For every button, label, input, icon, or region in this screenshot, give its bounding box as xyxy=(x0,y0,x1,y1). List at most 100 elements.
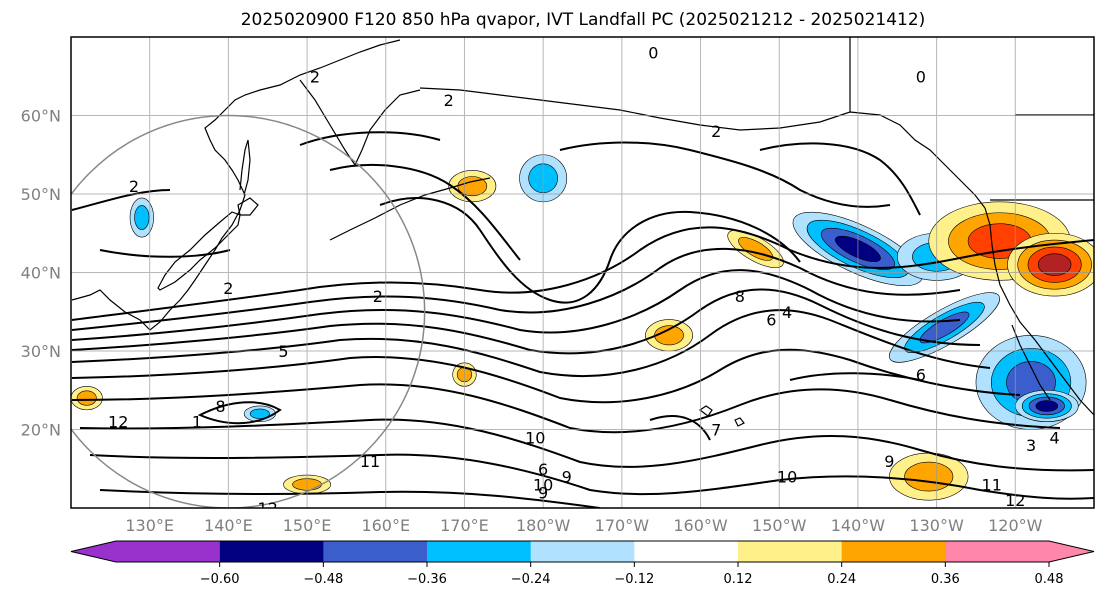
colorbar-tick-label: −0.12 xyxy=(614,572,654,587)
colorbar-swatch xyxy=(841,541,946,562)
contour-line xyxy=(789,372,921,381)
colorbar-extend-low xyxy=(71,541,220,562)
colorbar-tick-label: 0.24 xyxy=(827,572,856,587)
coast-hawaii xyxy=(698,405,745,427)
colorbar-tick-label: −0.48 xyxy=(303,572,343,587)
colorbar-swatch xyxy=(530,541,635,562)
contour-line xyxy=(197,401,282,425)
contour-label: 12 xyxy=(1005,491,1025,510)
region-circle xyxy=(71,114,426,508)
contour-label: 11 xyxy=(982,475,1002,494)
contour-label: 0 xyxy=(648,44,658,63)
contour-label: 9 xyxy=(538,483,548,502)
latitude-labels: 60°N 50°N 40°N 30°N 20°N xyxy=(21,107,61,440)
coast-baja xyxy=(1011,324,1051,401)
contour-label: 9 xyxy=(884,452,894,471)
colorbar-tick-label: −0.60 xyxy=(200,572,240,587)
latitude-tick-label: 50°N xyxy=(21,185,61,204)
coast-kamchatka xyxy=(299,79,421,167)
contour-line xyxy=(89,453,1094,500)
colorbar-extend-high xyxy=(945,541,1094,562)
coast-japan xyxy=(157,211,241,291)
contour-label: 10 xyxy=(533,475,553,494)
coast-hokkaido xyxy=(237,197,259,216)
contour-line xyxy=(71,189,171,211)
latitude-tick-label: 40°N xyxy=(21,264,61,283)
longitude-tick-label: 170°W xyxy=(595,516,650,535)
contour-label: 12 xyxy=(108,413,128,432)
map-frame xyxy=(70,36,1095,509)
colorbar-tick-label: 0.12 xyxy=(724,572,753,587)
longitude-tick-label: 180°W xyxy=(516,516,571,535)
colorbar-swatch xyxy=(323,541,428,562)
latitude-tick-label: 20°N xyxy=(21,421,61,440)
longitude-tick-label: 150°W xyxy=(752,516,807,535)
contour-label: 10 xyxy=(525,428,545,447)
contour-label: 6 xyxy=(916,366,926,385)
longitude-tick-label: 150°E xyxy=(283,516,332,535)
contour-line xyxy=(71,309,991,378)
contour-label: 2 xyxy=(310,67,320,86)
colorbar-tick-label: 0.36 xyxy=(931,572,960,587)
contour-line xyxy=(71,348,1021,404)
colorbar-tick-label: −0.36 xyxy=(407,572,447,587)
contour-label: 3 xyxy=(1026,436,1036,455)
colorbar-tick-label: 0.48 xyxy=(1035,572,1064,587)
contour-line xyxy=(649,415,711,441)
contour-line xyxy=(379,197,801,304)
colorbar-ticks: −0.60 −0.48 −0.36 −0.24 −0.12 0.12 0.24 0.36 0.4… xyxy=(200,562,1064,587)
colorbar-swatch xyxy=(634,541,739,562)
longitude-tick-label: 170°E xyxy=(440,516,489,535)
colorbar-swatch xyxy=(219,541,324,562)
contour-label: 1 xyxy=(192,413,202,432)
contour-label: 5 xyxy=(278,342,288,361)
contour-label: 7 xyxy=(711,421,721,440)
coast-alaska xyxy=(419,87,986,209)
colorbar-swatch xyxy=(738,541,843,562)
patch-se-pos xyxy=(904,461,954,492)
contour-label: 4 xyxy=(782,303,792,322)
contour-line xyxy=(71,247,961,331)
coast-east-asia xyxy=(71,39,401,331)
contour-line xyxy=(329,164,521,261)
colorbar-tick-label: −0.24 xyxy=(511,572,551,587)
patch-japan-neg xyxy=(134,205,150,230)
colorbar xyxy=(70,540,1095,563)
longitude-tick-label: 160°W xyxy=(673,516,728,535)
contour-label: 10 xyxy=(777,468,797,487)
latitude-tick-label: 30°N xyxy=(21,342,61,361)
contour-label: 4 xyxy=(1050,428,1060,447)
contour-label: 12 xyxy=(258,499,278,518)
figure-title: 2025020900 F120 850 hPa qvapor, IVT Land… xyxy=(241,10,926,30)
colorbar-swatch xyxy=(427,541,532,562)
contour-label: 2 xyxy=(223,279,233,298)
longitude-tick-label: 130°E xyxy=(125,516,174,535)
contour-label: 0 xyxy=(916,67,926,86)
longitude-tick-label: 140°E xyxy=(204,516,253,535)
contour-line xyxy=(71,269,961,341)
contour-label: 2 xyxy=(711,122,721,141)
contour-line xyxy=(71,288,981,355)
coast-sakhalin xyxy=(239,139,251,196)
contour-line xyxy=(99,489,601,508)
contour-line xyxy=(99,249,231,258)
contour-label: 2 xyxy=(444,91,454,110)
coast-aleutians xyxy=(329,177,491,241)
latitude-tick-label: 60°N xyxy=(21,107,61,126)
contour-line xyxy=(559,141,891,208)
longitude-tick-label: 160°E xyxy=(361,516,410,535)
longitude-tick-label: 120°W xyxy=(988,516,1043,535)
contour-label: 8 xyxy=(735,287,745,306)
patch-wpac-neg xyxy=(249,408,270,419)
colorbar-outline xyxy=(70,540,1095,563)
contour-label: 2 xyxy=(129,177,139,196)
contour-label: 9 xyxy=(562,468,572,487)
patch-sea-pos xyxy=(76,390,97,406)
contour-line xyxy=(71,226,1094,321)
longitude-labels: 130°E 140°E 150°E 160°E 170°E 180°W 170°W 160°W… xyxy=(125,516,1042,535)
contour-label: 11 xyxy=(360,452,380,471)
contour-label: 2 xyxy=(373,287,383,306)
longitude-tick-label: 140°W xyxy=(831,516,886,535)
